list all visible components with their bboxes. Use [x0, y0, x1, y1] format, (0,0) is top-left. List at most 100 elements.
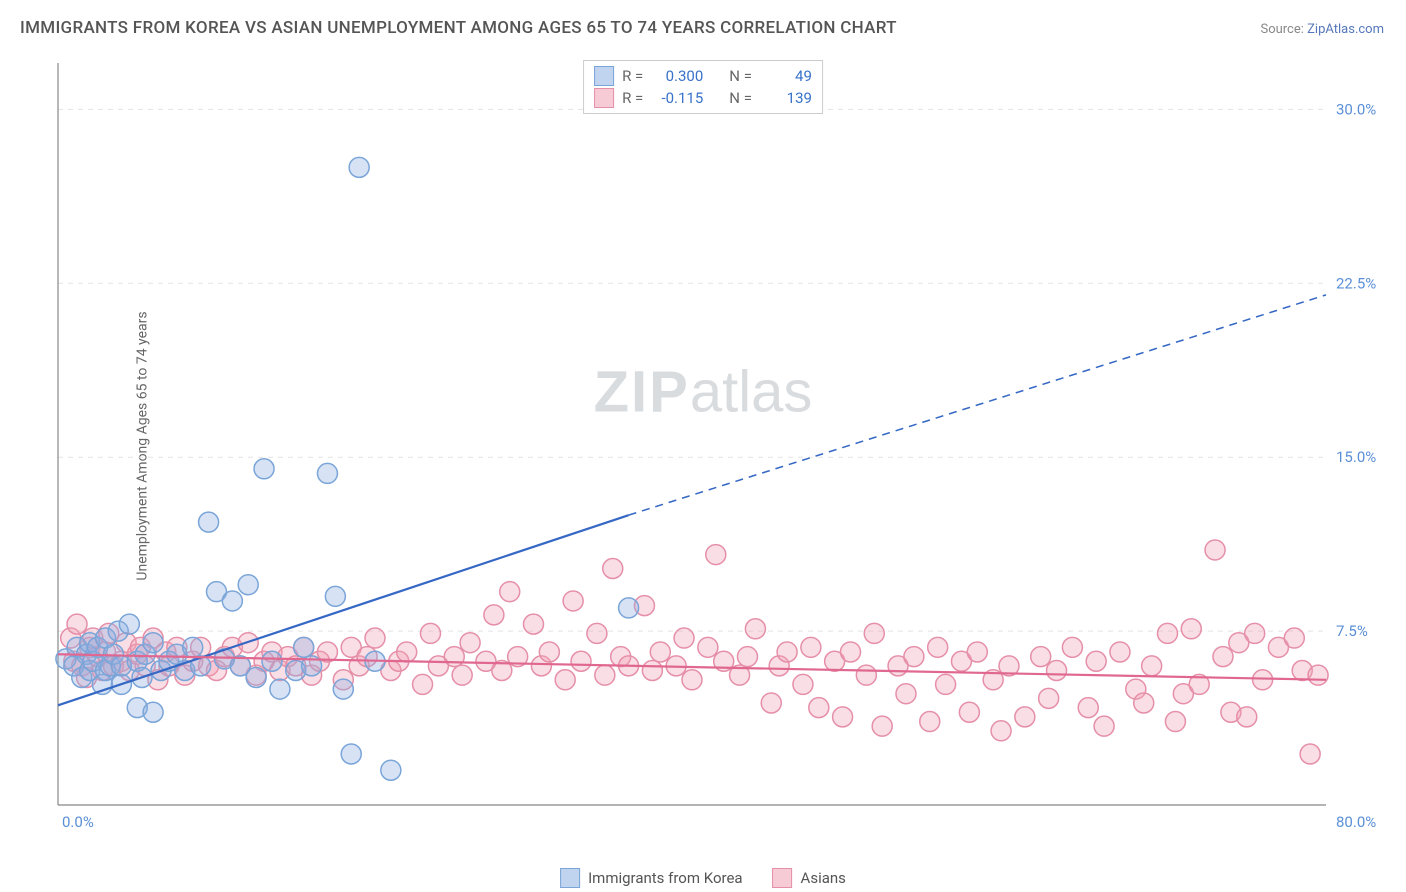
data-point	[1134, 693, 1154, 713]
data-point	[1086, 651, 1106, 671]
n-label: N =	[729, 89, 752, 107]
data-point	[1078, 698, 1098, 718]
data-point	[254, 459, 274, 479]
data-point	[967, 642, 987, 662]
chart-title: IMMIGRANTS FROM KOREA VS ASIAN UNEMPLOYM…	[20, 18, 897, 38]
data-point	[642, 661, 662, 681]
data-point	[650, 642, 670, 662]
data-point	[706, 545, 726, 565]
source-label: Source:	[1260, 22, 1307, 37]
data-point	[856, 665, 876, 685]
y-tick-label: 30.0%	[1336, 100, 1376, 118]
r-label: R =	[622, 89, 643, 107]
data-point	[119, 614, 139, 634]
data-point	[833, 707, 853, 727]
data-point	[1062, 637, 1082, 657]
n-label: N =	[729, 67, 752, 85]
data-point	[1181, 619, 1201, 639]
n-value: 139	[760, 89, 812, 107]
data-point	[1158, 623, 1178, 643]
data-point	[1142, 656, 1162, 676]
data-point	[397, 642, 417, 662]
data-point	[67, 614, 87, 634]
legend-swatch	[560, 868, 580, 888]
data-point	[539, 642, 559, 662]
data-point	[841, 642, 861, 662]
source-link[interactable]: ZipAtlas.com	[1307, 22, 1384, 37]
data-point	[603, 558, 623, 578]
data-point	[1284, 628, 1304, 648]
data-point	[246, 667, 266, 687]
data-point	[1047, 661, 1067, 681]
data-point	[959, 702, 979, 722]
r-value: 0.300	[651, 67, 703, 85]
data-point	[896, 684, 916, 704]
data-point	[270, 679, 290, 699]
y-tick-label: 15.0%	[1336, 448, 1376, 466]
data-point	[864, 623, 884, 643]
data-point	[444, 647, 464, 667]
data-point	[1015, 707, 1035, 727]
source-attribution: Source: ZipAtlas.com	[1260, 22, 1384, 37]
correlation-legend-row: R = -0.115 N = 139	[594, 87, 812, 109]
data-point	[1253, 670, 1273, 690]
data-point	[294, 637, 314, 657]
series-legend-item: Immigrants from Korea	[560, 868, 742, 888]
data-point	[317, 463, 337, 483]
series-name: Asians	[801, 869, 846, 887]
data-point	[199, 512, 219, 532]
data-point	[143, 633, 163, 653]
data-point	[904, 647, 924, 667]
data-point	[484, 605, 504, 625]
correlation-legend: R = 0.300 N = 49 R = -0.115 N = 139	[583, 60, 823, 114]
series-legend-item: Asians	[773, 868, 846, 888]
data-point	[698, 637, 718, 657]
data-point	[920, 712, 940, 732]
data-point	[1094, 716, 1114, 736]
data-point	[777, 642, 797, 662]
scatter-plot: 7.5%15.0%22.5%30.0%0.0%80.0%	[50, 55, 1386, 845]
data-point	[413, 674, 433, 694]
data-point	[619, 598, 639, 618]
data-point	[325, 586, 345, 606]
data-point	[460, 633, 480, 653]
data-point	[793, 674, 813, 694]
data-point	[1039, 688, 1059, 708]
data-point	[341, 744, 361, 764]
n-value: 49	[760, 67, 812, 85]
data-point	[801, 637, 821, 657]
data-point	[365, 628, 385, 648]
x-origin-label: 0.0%	[62, 813, 94, 831]
data-point	[737, 647, 757, 667]
data-point	[222, 591, 242, 611]
data-point	[183, 637, 203, 657]
data-point	[1213, 647, 1233, 667]
legend-swatch	[594, 88, 614, 108]
data-point	[674, 628, 694, 648]
legend-swatch	[594, 66, 614, 86]
data-point	[1308, 665, 1328, 685]
data-point	[238, 575, 258, 595]
r-label: R =	[622, 67, 643, 85]
data-point	[928, 637, 948, 657]
data-point	[936, 674, 956, 694]
data-point	[1300, 744, 1320, 764]
data-point	[349, 157, 369, 177]
legend-swatch	[773, 868, 793, 888]
data-point	[595, 665, 615, 685]
y-tick-label: 22.5%	[1336, 274, 1376, 292]
data-point	[1245, 623, 1265, 643]
data-point	[333, 679, 353, 699]
trend-line-extrapolated	[629, 295, 1326, 515]
data-point	[262, 651, 282, 671]
data-point	[682, 670, 702, 690]
data-point	[745, 619, 765, 639]
data-point	[555, 670, 575, 690]
data-point	[452, 665, 472, 685]
data-point	[571, 651, 591, 671]
data-point	[381, 760, 401, 780]
data-point	[563, 591, 583, 611]
data-point	[420, 623, 440, 643]
data-point	[524, 614, 544, 634]
data-point	[991, 721, 1011, 741]
